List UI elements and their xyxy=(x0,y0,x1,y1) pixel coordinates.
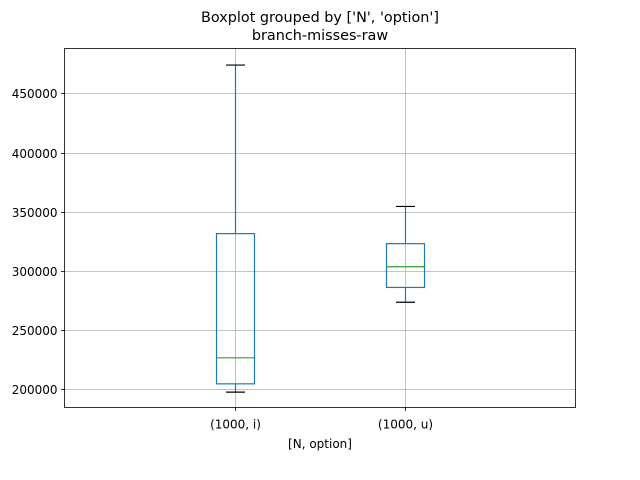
boxes xyxy=(215,64,426,393)
x-axis-label: [N, option] xyxy=(288,437,352,451)
y-tick-label: 200000 xyxy=(12,383,58,397)
box-group xyxy=(215,64,256,393)
x-tick-label: (1000, i) xyxy=(210,418,261,432)
chart-subtitle: branch-misses-raw xyxy=(252,28,389,44)
y-axis: 200000 250000 300000 350000 400000 450000 xyxy=(12,87,65,397)
x-axis: (1000, i) (1000, u) xyxy=(210,407,433,432)
box-iqr xyxy=(215,233,256,385)
chart-title: Boxplot grouped by ['N', 'option'] xyxy=(201,10,439,26)
y-tick-label: 300000 xyxy=(12,265,58,279)
x-tick-label: (1000, u) xyxy=(378,418,433,432)
y-tick-label: 400000 xyxy=(12,147,58,161)
plot-frame xyxy=(64,48,576,408)
y-tick-label: 350000 xyxy=(12,206,58,220)
y-tick-label: 450000 xyxy=(12,87,58,101)
box-iqr xyxy=(385,243,426,289)
y-tick-label: 250000 xyxy=(12,324,58,338)
box-group xyxy=(385,205,426,303)
